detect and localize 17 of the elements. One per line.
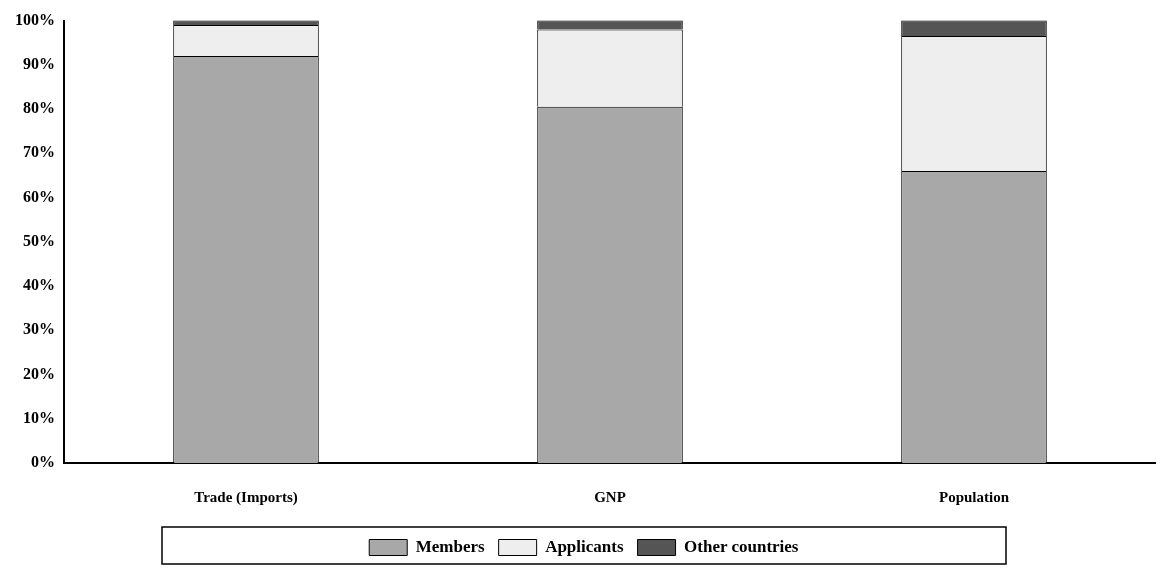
y-tick-label: 70% xyxy=(23,143,55,161)
y-tick-label: 60% xyxy=(23,187,55,205)
y-tick-label: 10% xyxy=(23,408,55,426)
x-tick-label: Trade (Imports) xyxy=(194,488,298,506)
x-tick-label: Population xyxy=(938,488,1010,505)
y-tick-label: 80% xyxy=(23,99,55,117)
y-tick-label: 90% xyxy=(23,54,55,72)
y-tick-label: 20% xyxy=(23,364,55,382)
y-tick-label: 40% xyxy=(23,276,55,294)
x-tick-label: GNP xyxy=(594,488,626,505)
y-tick-label: 50% xyxy=(23,231,55,249)
y-tick-label: 0% xyxy=(31,453,55,471)
y-tick-label: 100% xyxy=(15,10,55,28)
legend-label: Applicants xyxy=(545,536,624,556)
legend-label: Other countries xyxy=(684,536,799,556)
y-tick-label: 30% xyxy=(23,320,55,338)
legend-label: Members xyxy=(415,536,486,556)
